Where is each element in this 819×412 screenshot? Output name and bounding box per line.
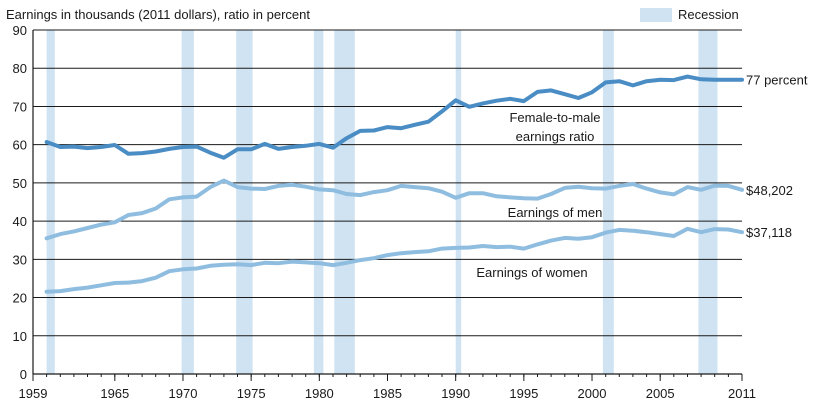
x-tick-label-1980: 1980 — [305, 386, 334, 401]
annotation-women-3: Earnings of women — [476, 265, 587, 280]
y-tick-label-0: 0 — [20, 367, 27, 382]
y-tick-label-40: 40 — [13, 214, 27, 229]
series-line-ratio — [44, 74, 744, 160]
recession-band-0 — [46, 30, 55, 374]
legend-recession-label: Recession — [678, 7, 739, 22]
series-line-men — [44, 178, 744, 241]
y-tick-label-30: 30 — [13, 252, 27, 267]
legend-recession-swatch — [640, 8, 672, 22]
annotation-men-2: Earnings of men — [508, 205, 603, 220]
x-tick-label-1965: 1965 — [100, 386, 129, 401]
recession-band-3 — [313, 30, 324, 374]
annotation-ratio-1: earnings ratio — [516, 129, 595, 144]
y-tick-label-20: 20 — [13, 291, 27, 306]
recession-band-6 — [602, 30, 614, 374]
recession-band-1 — [181, 30, 194, 374]
x-tick-label-1959: 1959 — [19, 386, 48, 401]
x-tick-label-1975: 1975 — [237, 386, 266, 401]
y-tick-label-50: 50 — [13, 176, 27, 191]
x-tick-label-1970: 1970 — [169, 386, 198, 401]
annotation-ratio-0: Female-to-male — [509, 110, 600, 125]
y-tick-label-10: 10 — [13, 329, 27, 344]
x-tick-label-1990: 1990 — [441, 386, 470, 401]
recession-band-5 — [455, 30, 462, 374]
x-tick-label-2011: 2011 — [728, 386, 756, 401]
x-tick-label-1985: 1985 — [373, 386, 402, 401]
recession-band-2 — [236, 30, 253, 374]
x-tick-label-2000: 2000 — [578, 386, 607, 401]
end-label-men: $48,202 — [746, 183, 793, 198]
y-tick-label-80: 80 — [13, 61, 27, 76]
y-tick-label-90: 90 — [13, 23, 27, 38]
x-tick-label-2005: 2005 — [646, 386, 675, 401]
y-tick-label-70: 70 — [13, 99, 27, 114]
recession-band-7 — [698, 30, 718, 374]
end-label-women: $37,118 — [746, 225, 792, 240]
series-line-women — [44, 226, 744, 294]
recession-band-4 — [334, 30, 355, 374]
chart-title: Earnings in thousands (2011 dollars), ra… — [6, 7, 310, 22]
y-tick-label-60: 60 — [13, 138, 27, 153]
x-tick-label-1995: 1995 — [509, 386, 538, 401]
end-label-ratio: 77 percent — [746, 73, 808, 88]
